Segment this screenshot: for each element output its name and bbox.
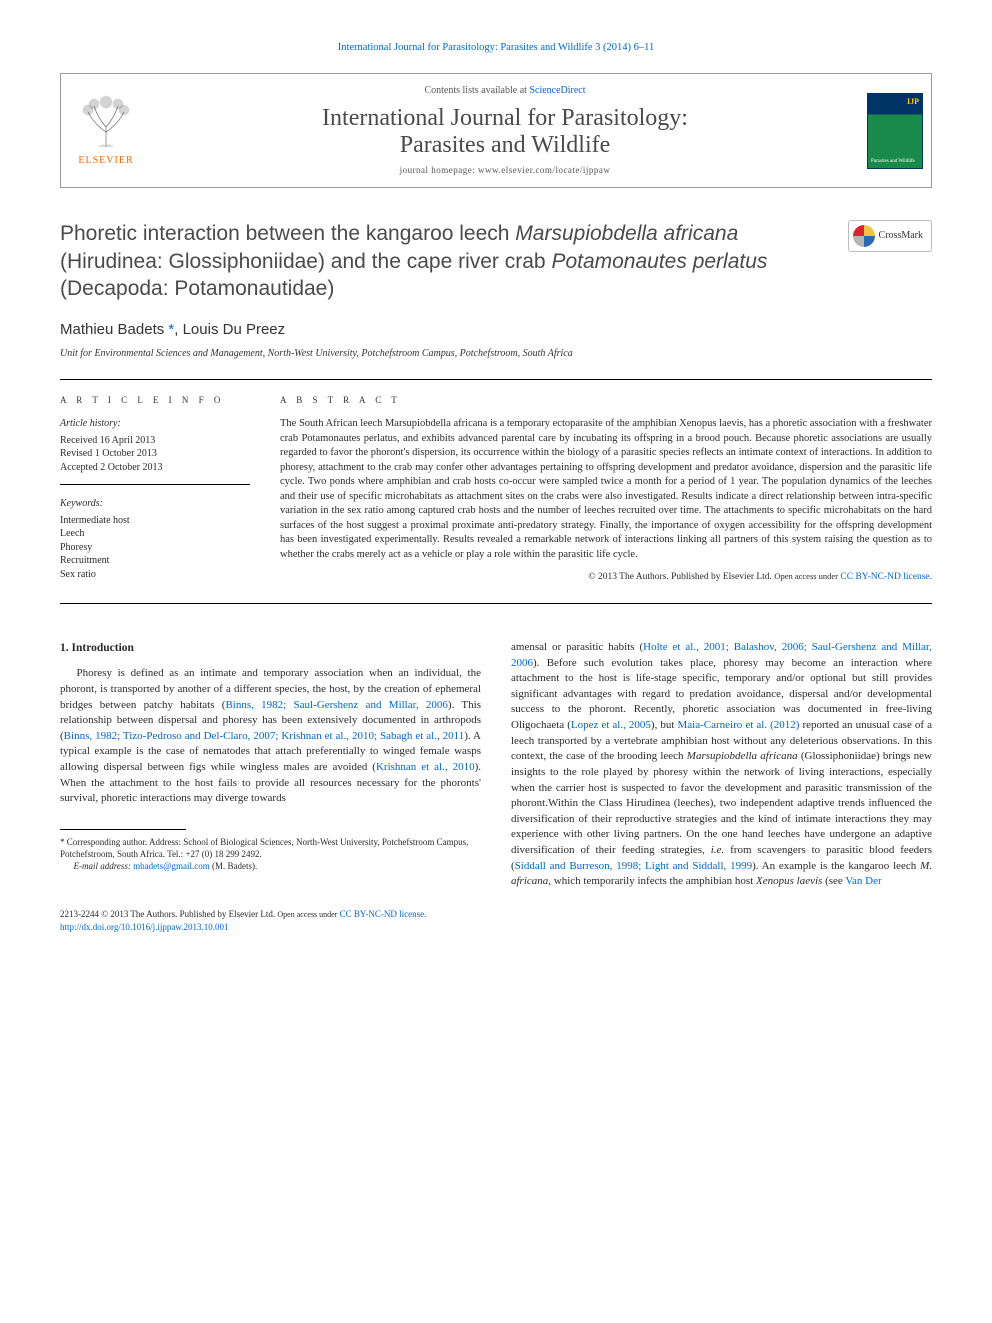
copyright-line: © 2013 The Authors. Published by Elsevie… [280,570,932,585]
ref-link[interactable]: Maia-Carneiro et al. (2012) [678,719,800,731]
authors: Mathieu Badets *, Louis Du Preez [60,319,932,341]
elsevier-tree-icon [76,92,136,152]
history-block: Article history: Received 16 April 2013 … [60,417,250,485]
crossmark-label: CrossMark [879,229,923,244]
affiliation: Unit for Environmental Sciences and Mana… [60,347,932,362]
email-link[interactable]: mbadets@gmail.com [133,861,210,871]
title-block: Phoretic interaction between the kangaro… [60,220,932,303]
info-abstract-row: A R T I C L E I N F O Article history: R… [60,380,932,603]
crossmark-icon [853,225,875,247]
journal-line2: Parasites and Wildlife [400,132,611,158]
article-info-label: A R T I C L E I N F O [60,394,250,407]
body-columns: 1. Introduction Phoresy is defined as an… [60,640,932,890]
left-column: 1. Introduction Phoresy is defined as an… [60,640,481,890]
ref-link[interactable]: Holte et al., 2001; Balashov, 2006; Saul… [511,641,932,669]
ref-link[interactable]: Binns, 1982; Tizo-Pedroso and Del-Claro,… [64,730,465,742]
keyword: Phoresy [60,541,250,555]
abstract-text: The South African leech Marsupiobdella a… [280,417,932,562]
abstract-column: A B S T R A C T The South African leech … [280,394,932,585]
history-accepted: Accepted 2 October 2013 [60,461,250,475]
right-column: amensal or parasitic habits (Holte et al… [511,640,932,890]
doi-link[interactable]: http://dx.doi.org/10.1016/j.ijppaw.2013.… [60,922,229,932]
history-label: Article history: [60,417,250,432]
sciencedirect-link[interactable]: ScienceDirect [529,85,585,96]
ref-link[interactable]: Siddall and Burreson, 1998; Light and Si… [515,860,752,872]
publisher-name: ELSEVIER [78,154,133,169]
footnote-rule [60,829,186,830]
history-revised: Revised 1 October 2013 [60,447,250,461]
rule-bottom [60,603,932,604]
keywords-block: Keywords: Intermediate host Leech Phores… [60,497,250,581]
abstract-label: A B S T R A C T [280,394,932,407]
contents-line: Contents lists available at ScienceDirec… [151,84,859,99]
keywords-label: Keywords: [60,497,250,512]
page-footer: 2213-2244 © 2013 The Authors. Published … [60,908,932,933]
ref-link[interactable]: Van Der [845,875,881,887]
ref-link[interactable]: Krishnan et al., 2010 [376,761,475,773]
intro-heading: 1. Introduction [60,640,481,656]
article-title: Phoretic interaction between the kangaro… [60,220,836,303]
ref-link[interactable]: Binns, 1982; Saul-Gershenz and Millar, 2… [225,699,447,711]
license-link-footer[interactable]: CC BY-NC-ND license. [340,909,427,919]
corresponding-link[interactable]: * [168,321,174,338]
keyword: Sex ratio [60,568,250,582]
cover-ijp-label: IJP [907,96,919,108]
publisher-logo[interactable]: ELSEVIER [61,74,151,187]
journal-name: International Journal for Parasitology: … [151,105,859,160]
article-info-column: A R T I C L E I N F O Article history: R… [60,394,250,585]
masthead-center: Contents lists available at ScienceDirec… [151,74,859,187]
masthead: ELSEVIER Contents lists available at Sci… [60,73,932,188]
crossmark-button[interactable]: CrossMark [848,220,932,252]
journal-line1: International Journal for Parasitology: [322,105,688,131]
email-footnote: E-mail address: mbadets@gmail.com (M. Ba… [60,860,481,872]
keyword: Leech [60,527,250,541]
cover-sub-label: Parasites and Wildlife [871,159,915,164]
footer-copyright: 2213-2244 © 2013 The Authors. Published … [60,908,932,921]
homepage-line: journal homepage: www.elsevier.com/locat… [151,164,859,177]
history-received: Received 16 April 2013 [60,434,250,448]
email-label: E-mail address: [74,861,131,871]
running-header: International Journal for Parasitology: … [60,40,932,55]
journal-cover[interactable]: IJP Parasites and Wildlife [859,74,931,187]
keyword: Recruitment [60,554,250,568]
license-link-abstract[interactable]: CC BY-NC-ND license. [840,572,932,582]
body-paragraph: amensal or parasitic habits (Holte et al… [511,640,932,890]
cover-thumbnail: IJP Parasites and Wildlife [867,93,923,169]
body-paragraph: Phoresy is defined as an intimate and te… [60,666,481,806]
corresponding-footnote: * Corresponding author. Address: School … [60,836,481,860]
keyword: Intermediate host [60,514,250,528]
ref-link[interactable]: Lopez et al., 2005 [571,719,651,731]
email-suffix: (M. Badets). [212,861,257,871]
contents-prefix: Contents lists available at [424,85,529,96]
